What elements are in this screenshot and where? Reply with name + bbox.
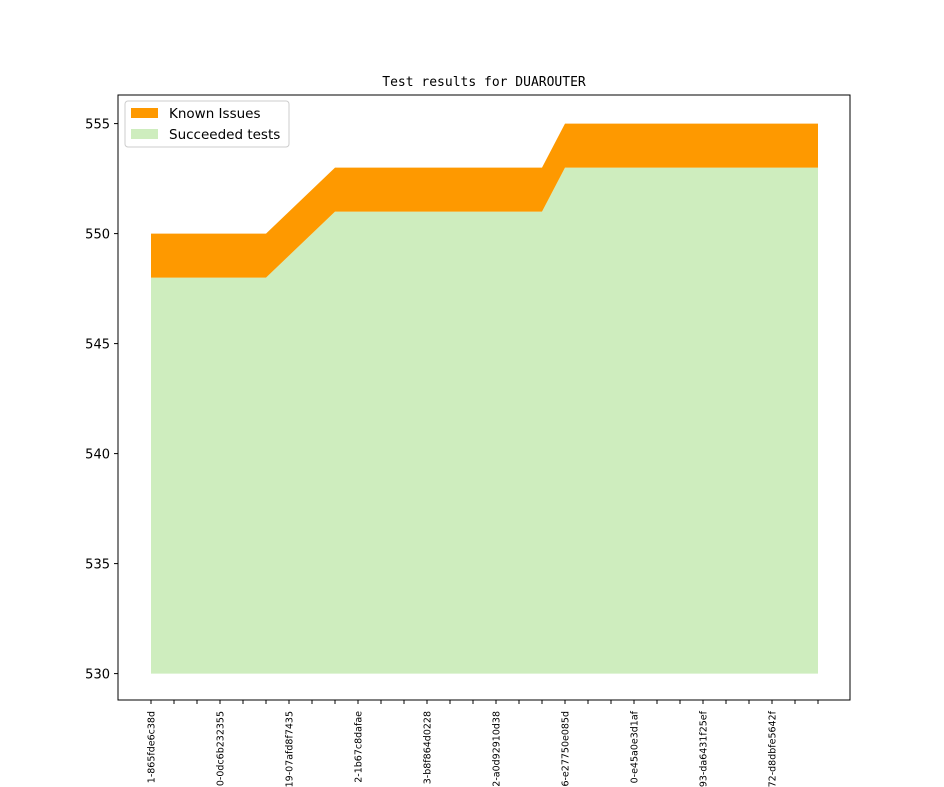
y-tick-label: 550 [85,228,110,243]
plot-area [151,123,818,674]
legend-label-known-issues: Known Issues [169,106,261,122]
x-tick-label: 1-865fde6c38d [147,711,158,783]
legend-label-succeeded-tests: Succeeded tests [169,127,280,143]
y-axis: 530 535 540 545 550 555 [85,118,118,683]
area-known-issues [151,123,818,278]
x-tick-label: 19-07afd8f7435 [285,711,296,787]
x-tick-label: 0-e45a0e3d1af [630,710,641,783]
legend: Known Issues Succeeded tests [124,100,290,148]
x-tick-label: 0-0dc6b232355 [216,711,227,786]
x-tick-label: 6-e27750e085d [561,711,572,787]
y-tick-label: 555 [85,118,110,133]
x-tick-label: 2-1b67c8dafae [354,711,365,783]
x-axis: 1-865fde6c38d 0-0dc6b232355 19-07afd8f7435… [147,700,819,787]
x-tick-label: 72-d8dbfe5642f [768,710,779,787]
y-tick-label: 545 [85,338,110,353]
chart-title: Test results for DUAROUTER [382,75,586,90]
legend-swatch-known-issues [131,108,158,118]
y-tick-label: 540 [85,448,110,463]
area-succeeded-tests [151,167,818,674]
x-tick-label: 93-da6431f25ef [699,710,710,787]
x-tick-label: 2-a0d92910d38 [492,711,503,787]
y-tick-label: 535 [85,558,110,573]
plot-frame [117,94,851,701]
y-tick-label: 530 [85,668,110,683]
x-tick-label: 3-b8f864d0228 [423,711,434,784]
legend-box [124,100,290,148]
legend-swatch-succeeded-tests [131,129,158,139]
